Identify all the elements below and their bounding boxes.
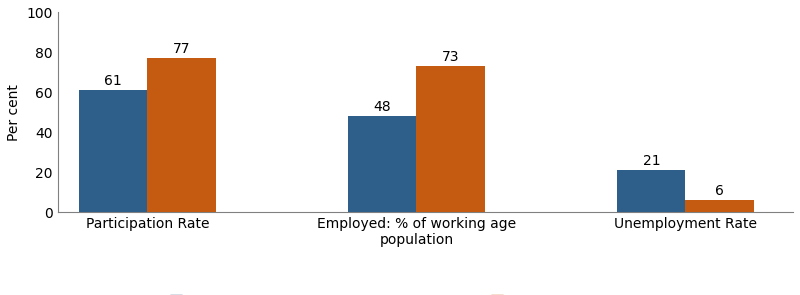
Y-axis label: Per cent: Per cent <box>7 84 21 141</box>
Bar <box>79 91 147 212</box>
Bar <box>686 200 754 212</box>
Bar <box>348 117 417 212</box>
Text: 73: 73 <box>442 50 459 64</box>
Bar <box>618 171 686 212</box>
Text: 6: 6 <box>715 184 724 199</box>
Text: 48: 48 <box>374 100 391 114</box>
Text: 21: 21 <box>642 154 660 168</box>
Bar <box>147 58 215 212</box>
Text: 77: 77 <box>173 42 190 56</box>
Bar <box>417 66 485 212</box>
Text: 61: 61 <box>105 74 122 88</box>
